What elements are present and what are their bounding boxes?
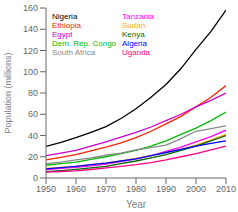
svg-text:1960: 1960 [66, 184, 86, 194]
svg-text:2000: 2000 [186, 184, 206, 194]
svg-text:120: 120 [23, 46, 38, 56]
svg-text:1990: 1990 [156, 184, 176, 194]
html-text:Uganda: Uganda [122, 48, 151, 57]
html-text:South Africa: South Africa [52, 48, 96, 57]
svg-text:2010: 2010 [216, 184, 230, 194]
svg-text:60: 60 [28, 109, 38, 119]
svg-text:1950: 1950 [36, 184, 56, 194]
svg-text:1980: 1980 [126, 184, 146, 194]
svg-text:20: 20 [28, 152, 38, 162]
html-text:Kenya: Kenya [122, 30, 145, 39]
svg-text:140: 140 [23, 24, 38, 34]
html-text:Sudan: Sudan [122, 21, 146, 30]
svg-text:80: 80 [28, 88, 38, 98]
svg-text:1970: 1970 [96, 184, 116, 194]
svg-text:40: 40 [28, 131, 38, 141]
html-text:Nigeria: Nigeria [52, 12, 78, 21]
svg-text:100: 100 [23, 67, 38, 77]
svg-text:160: 160 [23, 3, 38, 13]
svg-text:Population (millions): Population (millions) [8, 52, 13, 133]
html-text:Ethiopia: Ethiopia [52, 21, 81, 30]
svg-text:0: 0 [33, 173, 38, 183]
svg-text:Year: Year [126, 199, 147, 210]
html-text:Algeria: Algeria [122, 39, 147, 48]
html-text:Egypt: Egypt [52, 30, 73, 39]
html-text:Dem. Rep. Congo: Dem. Rep. Congo [52, 39, 116, 48]
html-text:Tanzania: Tanzania [122, 12, 155, 21]
